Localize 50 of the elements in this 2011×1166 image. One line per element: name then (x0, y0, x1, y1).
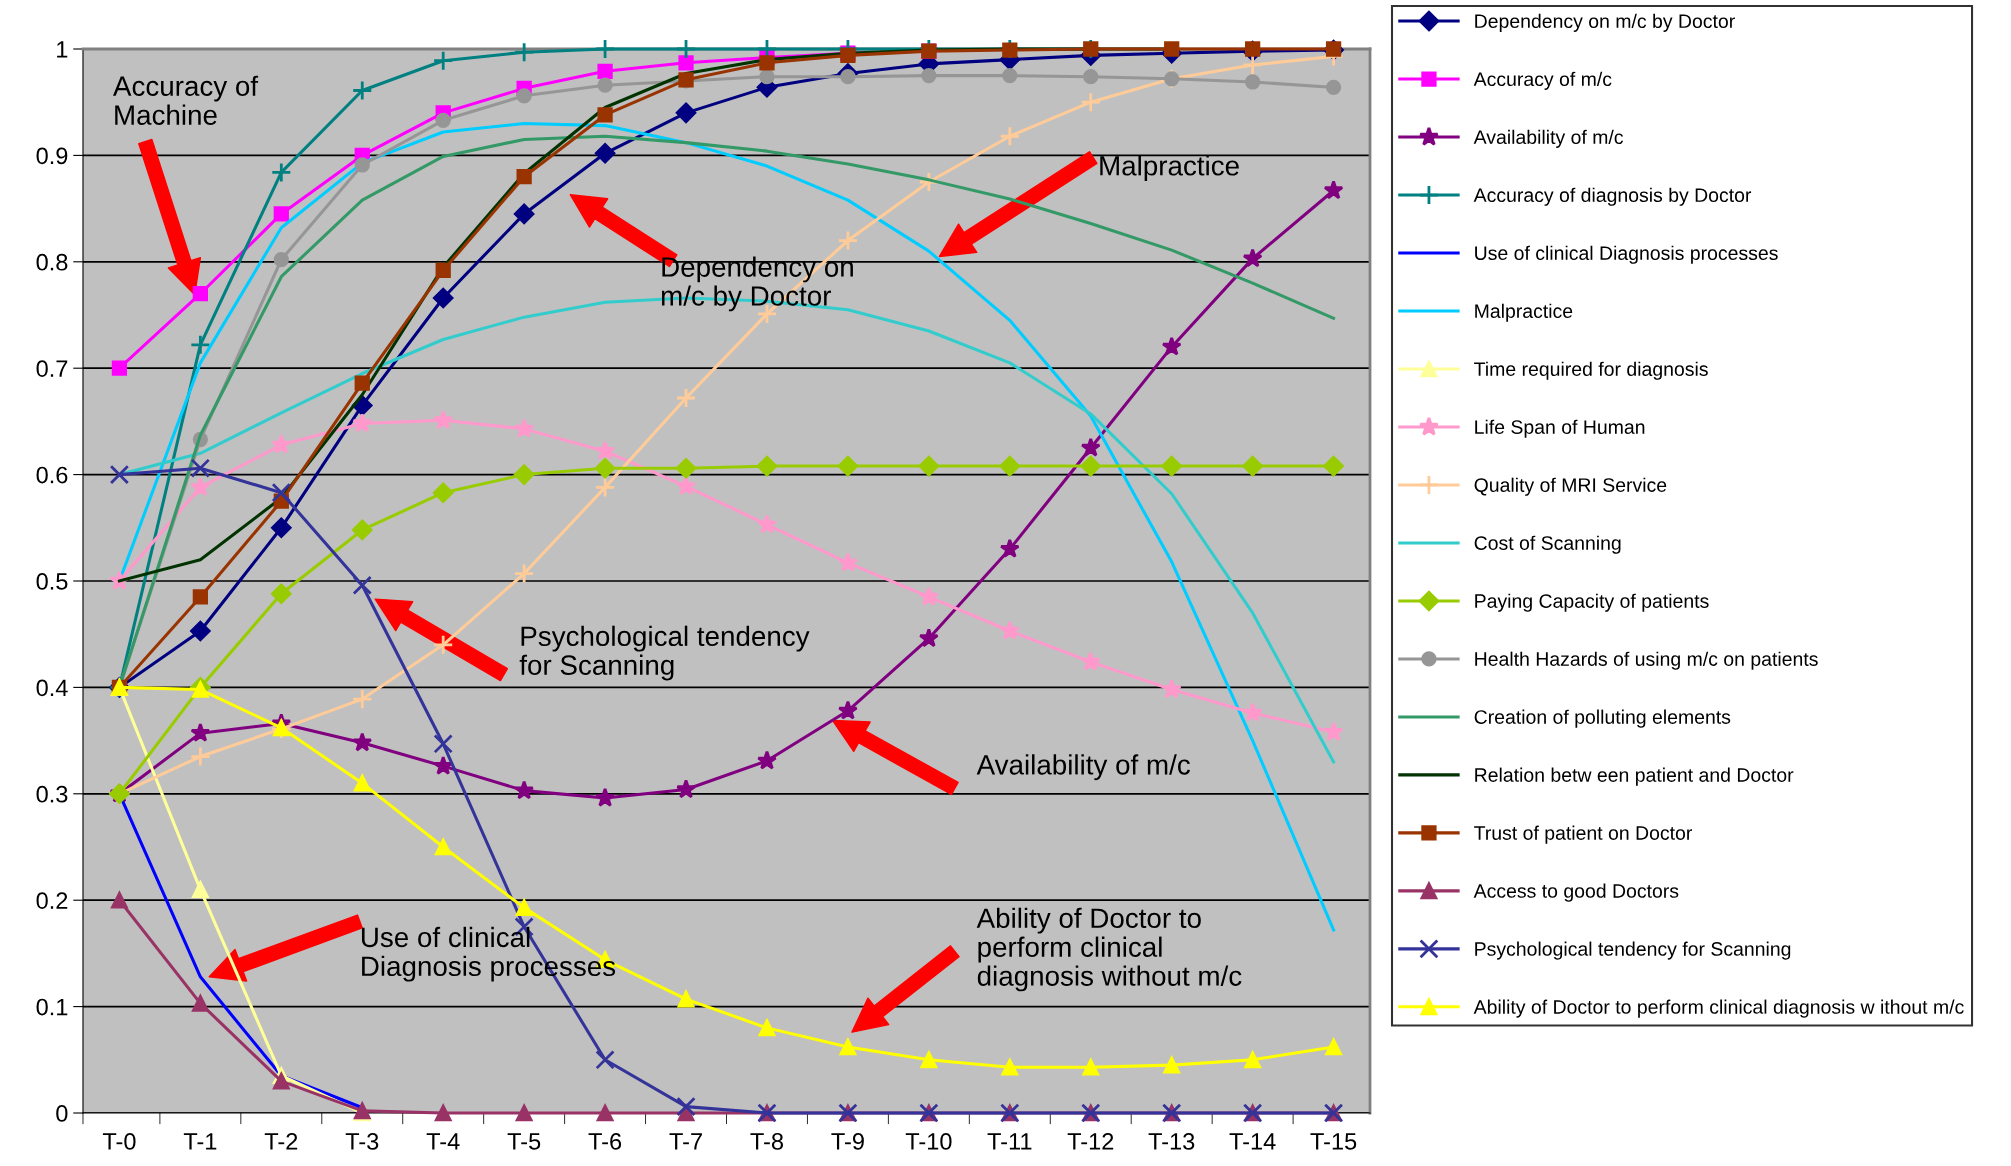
annotation: Psychological tendency for Scanning (519, 625, 810, 681)
y-tick-label: 0.1 (36, 998, 68, 1016)
legend-label: Access to good Doctors (1473, 883, 1679, 902)
x-tick-label: T-12 (1067, 1133, 1114, 1150)
legend-label: Accuracy of diagnosis by Doctor (1473, 187, 1752, 206)
x-tick-label: T-5 (507, 1133, 541, 1150)
legend-label: Quality of MRI Service (1474, 477, 1667, 496)
legend-label: Dependency on m/c by Doctor (1475, 13, 1735, 32)
y-tick-label: 0.7 (36, 360, 68, 377)
legend-label: Use of clinical Diagnosis processes (1475, 245, 1778, 264)
y-tick-label: 0 (56, 1105, 68, 1122)
y-tick-label: 0.8 (36, 253, 68, 271)
legend-label: Malpractice (1475, 303, 1573, 322)
y-tick-label: 1 (57, 41, 68, 58)
y-tick-label: 0.5 (36, 573, 68, 590)
x-tick-label: T-0 (102, 1133, 136, 1150)
x-tick-label: T-9 (831, 1133, 864, 1150)
legend-label: Time required for diagnosis (1474, 361, 1708, 380)
y-tick-label: 0.3 (36, 785, 68, 803)
y-tick-label: 0.4 (36, 679, 68, 697)
legend-label: Paying Capacity of patients (1475, 593, 1709, 612)
y-tick-label: 0.9 (36, 147, 68, 165)
annotation: Accuracy of Machine (113, 75, 259, 125)
legend-label: Creation of polluting elements (1474, 709, 1731, 728)
x-tick-label: T-7 (669, 1133, 702, 1150)
legend-label: Accuracy of m/c (1473, 71, 1612, 90)
x-tick-label: T-8 (750, 1133, 784, 1150)
legend-label: Relation betw een patient and Doctor (1475, 767, 1794, 786)
legend-label: Psychological tendency for Scanning (1475, 941, 1791, 960)
x-tick-label: T-2 (264, 1133, 298, 1150)
x-tick-label: T-13 (1148, 1133, 1195, 1150)
x-tick-label: T-14 (1229, 1133, 1276, 1150)
legend-label: Ability of Doctor to perform clinical diagnosis w ithout m/c (1473, 999, 1964, 1018)
annotation: Ability of Doctor to perform clinical diagnosis without m/c (976, 907, 1242, 992)
annotation: Availability of m/c (976, 754, 1190, 781)
legend-label: Cost of Scanning (1474, 535, 1621, 554)
annotation: Malpractice (1100, 155, 1239, 182)
x-tick-label: T-4 (426, 1133, 460, 1150)
y-tick-label: 0.2 (36, 892, 68, 909)
x-tick-label: T-10 (905, 1133, 952, 1150)
x-tick-label: T-6 (588, 1133, 622, 1150)
legend-label: Life Span of Human (1475, 419, 1645, 438)
x-tick-label: T-11 (987, 1133, 1032, 1150)
x-tick-label: T-1 (183, 1133, 217, 1150)
legend-label: Health Hazards of using m/c on patients (1475, 651, 1818, 670)
x-tick-label: T-3 (345, 1133, 379, 1150)
x-tick-label: T-15 (1310, 1133, 1357, 1150)
legend-label: Trust of patient on Doctor (1474, 825, 1693, 844)
y-tick-label: 0.6 (36, 466, 68, 484)
legend-label: Availability of m/c (1473, 129, 1624, 148)
